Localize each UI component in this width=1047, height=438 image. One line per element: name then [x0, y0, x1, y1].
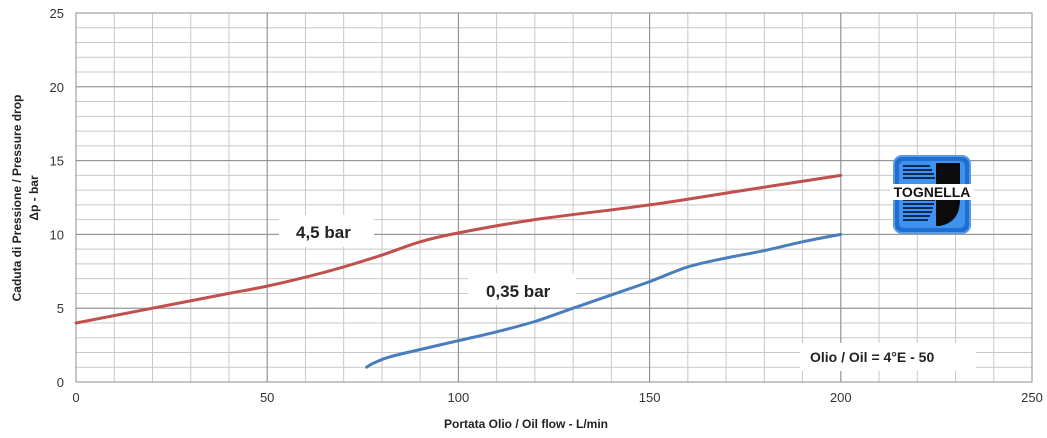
- major-grid: [75, 12, 1033, 383]
- oil-note-bg: [800, 343, 976, 371]
- series-line-0: [74, 173, 843, 325]
- minor-grid: [75, 12, 1033, 383]
- tognella-logo: TOGNELLA: [890, 155, 974, 234]
- y-tick-labels: 0 5 10 15 20 25: [50, 6, 64, 390]
- x-tick-label: 250: [1021, 390, 1043, 405]
- series-line-1: [365, 232, 843, 369]
- logo-text: TOGNELLA: [894, 184, 971, 200]
- y-axis-title-line1: Caduta di Pressione / Pressure drop: [10, 95, 24, 302]
- x-tick-label: 50: [260, 390, 274, 405]
- series-label-bg-4-5-bar: [279, 215, 374, 247]
- x-tick-label: 150: [639, 390, 661, 405]
- y-tick-label: 10: [50, 227, 64, 242]
- x-axis-title: Portata Olio / Oil flow - L/min: [444, 417, 608, 431]
- oil-note: Olio / Oil = 4°E - 50: [810, 349, 934, 365]
- series-lines: [74, 173, 843, 369]
- y-tick-label: 15: [50, 154, 64, 169]
- series-label-bg-0-35-bar: [468, 273, 576, 305]
- y-axis-title-line2: Δp - bar: [27, 175, 41, 221]
- series-label-0-35-bar: 0,35 bar: [486, 282, 551, 301]
- y-tick-label: 25: [50, 6, 64, 21]
- x-tick-label: 0: [72, 390, 79, 405]
- x-tick-labels: 0 50 100 150 200 250: [72, 390, 1042, 405]
- y-tick-label: 0: [57, 375, 64, 390]
- y-tick-label: 20: [50, 80, 64, 95]
- y-tick-label: 5: [57, 301, 64, 316]
- x-tick-label: 100: [448, 390, 470, 405]
- series-label-4-5-bar: 4,5 bar: [296, 223, 351, 242]
- x-tick-label: 200: [830, 390, 852, 405]
- plot-frame: [75, 12, 1033, 383]
